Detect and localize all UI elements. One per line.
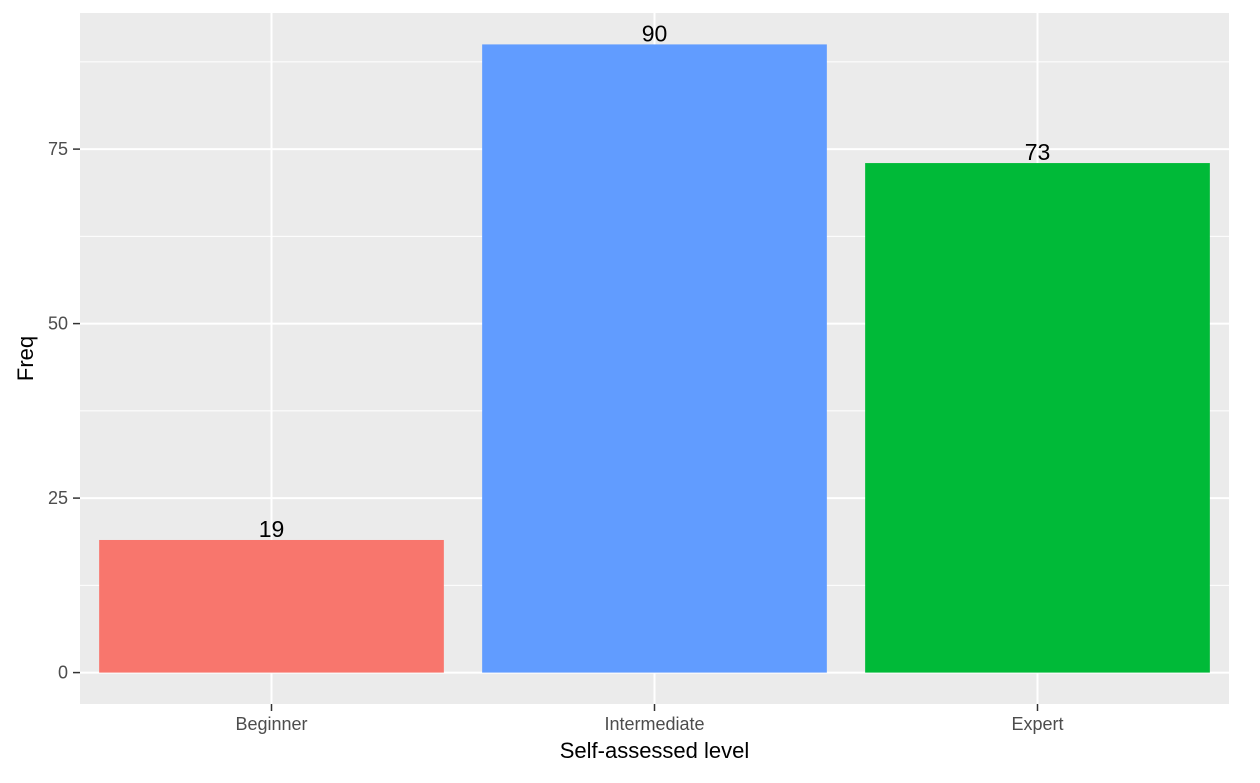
y-axis-title: Freq <box>13 336 38 381</box>
x-tick-label: Intermediate <box>604 714 704 734</box>
y-tick-label: 25 <box>48 488 68 508</box>
data-labels: 19 90 73 <box>259 20 1051 542</box>
x-axis: Beginner Intermediate Expert <box>235 704 1064 734</box>
bar-beginner <box>99 539 444 673</box>
bar-expert <box>865 163 1210 673</box>
bars <box>99 44 1210 673</box>
data-label-expert: 73 <box>1025 139 1051 165</box>
x-axis-title: Self-assessed level <box>560 738 750 763</box>
y-tick-label: 75 <box>48 139 68 159</box>
y-axis: 0 25 50 75 <box>48 139 80 683</box>
data-label-intermediate: 90 <box>642 20 668 46</box>
bar-intermediate <box>482 44 827 673</box>
data-label-beginner: 19 <box>259 516 285 542</box>
x-tick-label: Expert <box>1011 714 1063 734</box>
y-tick-label: 50 <box>48 314 68 334</box>
x-tick-label: Beginner <box>235 714 307 734</box>
y-tick-label: 0 <box>58 663 68 683</box>
